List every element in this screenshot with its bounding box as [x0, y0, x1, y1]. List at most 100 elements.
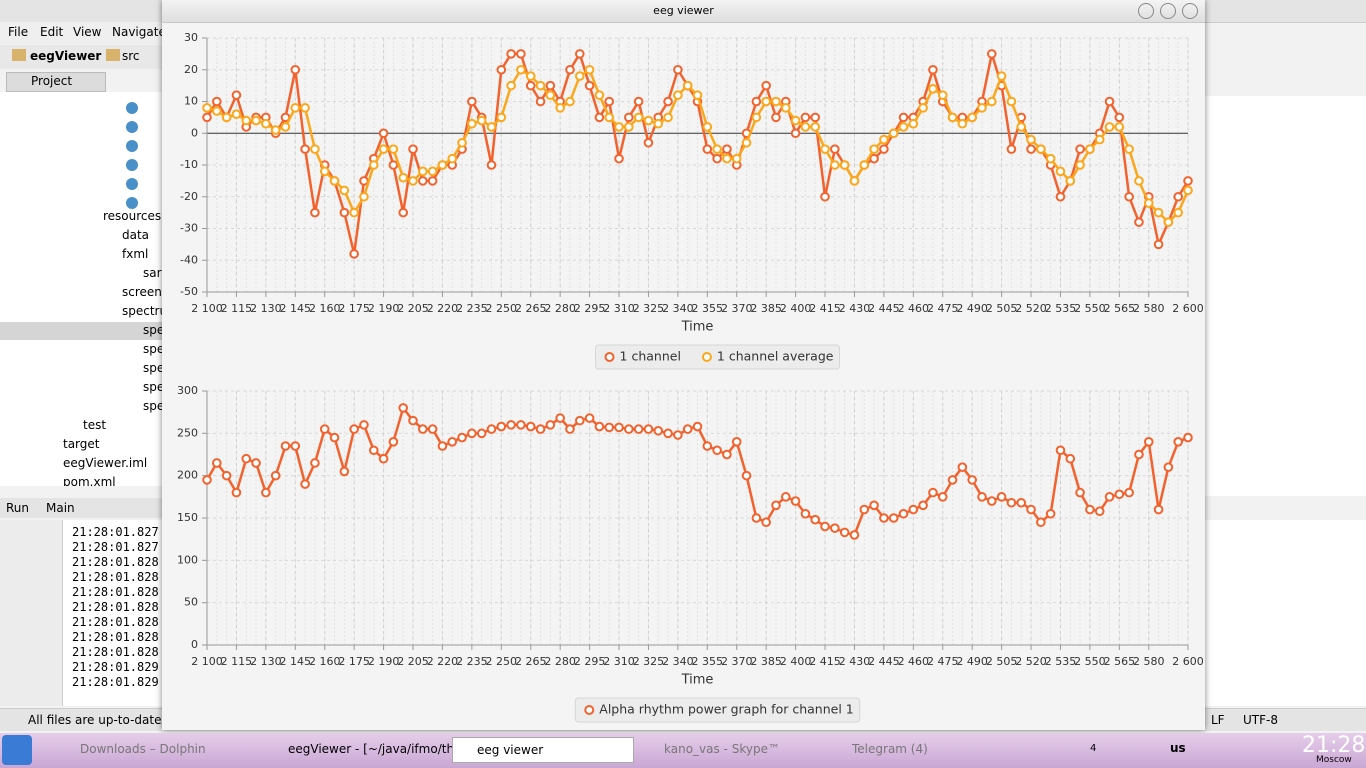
- data-point: [879, 134, 889, 145]
- data-point: [427, 176, 438, 186]
- tree-item: spe: [143, 323, 162, 337]
- data-point: [241, 115, 252, 126]
- data-point: [261, 118, 271, 129]
- data-point: [506, 80, 516, 91]
- x-tick-label: 2 145: [280, 655, 312, 668]
- task-active[interactable]: eeg viewer: [452, 737, 634, 763]
- x-tick-label: 2 400: [780, 302, 812, 315]
- data-point: [820, 144, 830, 154]
- class-icon: [126, 140, 138, 152]
- log-line: 21:28:01.828: [72, 555, 159, 569]
- breadcrumb-item[interactable]: eegViewer: [30, 49, 102, 63]
- data-point: [673, 430, 683, 440]
- data-point: [987, 496, 997, 506]
- data-point: [506, 420, 516, 430]
- data-point: [830, 523, 840, 533]
- data-point: [928, 84, 938, 94]
- x-tick-label: 2 250: [486, 302, 518, 315]
- data-point: [270, 125, 281, 135]
- data-point: [830, 144, 840, 154]
- data-point: [349, 207, 359, 218]
- task[interactable]: kano_vas - Skype™: [664, 742, 780, 756]
- y-tick-label: 200: [177, 469, 198, 482]
- data-point: [663, 428, 673, 439]
- line-ending[interactable]: LF: [1211, 713, 1225, 727]
- data-point: [457, 137, 467, 148]
- close-button[interactable]: [1182, 3, 1198, 19]
- keyboard-layout[interactable]: us: [1170, 741, 1186, 755]
- data-point: [888, 128, 899, 139]
- y-tick-label: -20: [180, 190, 198, 203]
- x-tick-label: 2 580: [1133, 655, 1165, 668]
- task-label: kano_vas - Skype™: [664, 742, 780, 756]
- data-point: [388, 437, 399, 447]
- log-line: 21:28:01.828: [72, 600, 159, 614]
- data-point: [947, 475, 958, 485]
- x-tick-label: 2 385: [750, 655, 782, 668]
- data-point: [545, 90, 556, 100]
- project-tab[interactable]: Project: [6, 72, 106, 92]
- clock[interactable]: 21:28: [1302, 733, 1366, 758]
- data-point: [584, 80, 595, 91]
- data-point: [879, 144, 889, 154]
- data-point: [741, 137, 752, 148]
- class-icon: [126, 102, 138, 114]
- task[interactable]: eegViewer - [~/java/ifmo/the: [288, 742, 461, 756]
- tab-label[interactable]: Run: [6, 501, 30, 515]
- y-tick-label: -50: [180, 285, 198, 298]
- task[interactable]: Telegram (4): [852, 742, 928, 756]
- data-point: [624, 112, 634, 123]
- data-point: [1006, 497, 1017, 508]
- breadcrumb-item[interactable]: src: [122, 49, 140, 63]
- tab-label[interactable]: Main: [46, 501, 75, 515]
- tree-item: resources: [103, 209, 162, 223]
- data-point: [1173, 437, 1183, 447]
- class-icon: [126, 178, 138, 190]
- data-point: [1114, 489, 1125, 500]
- data-point: [496, 64, 507, 75]
- data-point: [663, 96, 673, 107]
- menu-item[interactable]: File: [8, 25, 29, 39]
- x-tick-label: 2 505: [986, 302, 1018, 315]
- x-tick-label: 2 385: [750, 302, 782, 315]
- data-point: [202, 475, 212, 485]
- data-point: [437, 441, 448, 451]
- x-tick-label: 2 220: [427, 655, 459, 668]
- task[interactable]: Downloads – Dolphin: [80, 742, 206, 756]
- data-point: [496, 112, 507, 123]
- data-point: [368, 445, 379, 456]
- x-tick-label: 2 355: [692, 655, 724, 668]
- data-point: [839, 160, 850, 170]
- data-point: [555, 413, 565, 423]
- data-point: [898, 112, 909, 123]
- x-tick-label: 2 280: [544, 655, 576, 668]
- pager[interactable]: 4: [1090, 743, 1097, 754]
- x-tick-label: 2 460: [898, 655, 930, 668]
- log-line: 21:28:01.827: [72, 540, 159, 554]
- encoding[interactable]: UTF-8: [1243, 713, 1278, 727]
- breadcrumb: eegViewer src: [0, 45, 162, 69]
- data-point: [506, 49, 516, 59]
- data-point: [1045, 153, 1056, 164]
- data-point: [1153, 207, 1164, 218]
- data-point: [849, 176, 860, 186]
- data-point: [712, 153, 722, 164]
- data-point: [761, 80, 771, 91]
- menu-item[interactable]: Edit: [40, 25, 64, 39]
- menu-item[interactable]: Navigate: [112, 25, 166, 39]
- start-button[interactable]: [2, 735, 32, 765]
- maximize-button[interactable]: [1160, 3, 1176, 19]
- log-line: 21:28:01.827: [72, 525, 159, 539]
- data-point: [418, 176, 428, 186]
- data-point: [663, 112, 673, 123]
- data-point: [800, 508, 811, 519]
- class-icon: [126, 121, 138, 133]
- menu-item[interactable]: View: [73, 25, 102, 39]
- data-point: [810, 112, 821, 123]
- minimize-button[interactable]: [1138, 3, 1154, 19]
- data-point: [447, 437, 458, 447]
- data-point: [398, 207, 408, 218]
- data-point: [1065, 453, 1076, 464]
- data-point: [359, 176, 369, 186]
